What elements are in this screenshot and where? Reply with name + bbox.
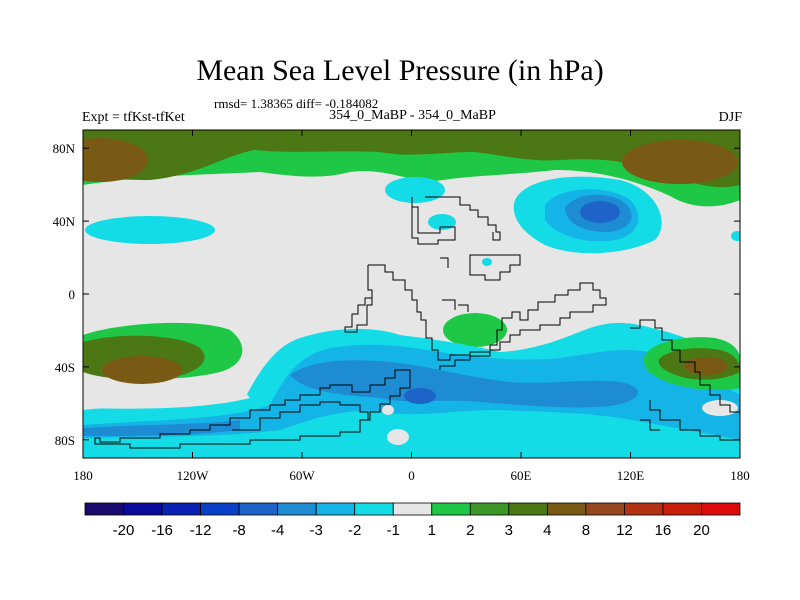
x-tick-label: 120W: [177, 468, 210, 483]
colorbar-label: -20: [113, 522, 135, 539]
np-e-cyan-patch: [529, 222, 541, 232]
colorbar-label: 20: [693, 522, 710, 539]
nh-brown-west: [83, 138, 148, 182]
ant-clear-1: [387, 429, 409, 445]
colorbar-swatch: [161, 502, 201, 516]
colorbar-swatch: [123, 502, 163, 516]
anz-clear-patch: [702, 400, 738, 416]
land-greenland: [440, 254, 521, 281]
colorbar-swatch: [200, 502, 240, 516]
colorbar-swatch: [431, 502, 471, 516]
ant-clear-2: [382, 405, 394, 415]
land-outlines: [94, 196, 740, 449]
land-australia: [630, 319, 740, 413]
so-deep-band: [290, 360, 639, 408]
colorbar-swatch: [701, 502, 741, 516]
anomaly-field: [83, 130, 740, 458]
x-tick-label: 180: [73, 468, 93, 483]
colorbar-swatch: [624, 502, 664, 516]
colorbar-label: -12: [190, 522, 212, 539]
si-high-green: [443, 313, 507, 347]
axes: 180 120W 60W 0 60E 120E 180 80N 40N 0 40S 80S: [53, 130, 750, 483]
colorbar-swatch: [84, 502, 124, 516]
land-antarctic: [640, 400, 740, 441]
sp-high-brown: [102, 356, 182, 384]
colorbar-label: 3: [505, 522, 513, 539]
y-tick-label: 40N: [53, 214, 76, 229]
colorbar-label: -16: [151, 522, 173, 539]
x-tick-label: 0: [408, 468, 415, 483]
colorbar-swatch: [585, 502, 625, 516]
land-north: [411, 196, 501, 245]
sp-clear-strip: [83, 392, 250, 409]
colorbar-label: -8: [232, 522, 245, 539]
colorbar-swatch: [277, 502, 317, 516]
subtitle: 354_0_MaBP - 354_0_MaBP: [329, 108, 496, 123]
colorbar-swatch: [469, 502, 510, 516]
colorbar-label: -1: [387, 522, 400, 539]
colorbar-swatch: [546, 502, 587, 516]
so-core: [404, 388, 436, 404]
figure-title: Mean Sea Level Pressure (in hPa): [196, 54, 604, 87]
experiment-label: Expt = tfKst-tfKet: [82, 110, 185, 125]
stats-line: rmsd= 1.38365 diff= -0.184082: [214, 96, 379, 111]
na-cyan-patch: [385, 177, 445, 203]
y-tick-label: 80S: [55, 433, 75, 448]
colorbar: -20 -16 -12 -8 -4 -3 -2 -1 1 2 3 4 8 12 16 20: [84, 502, 741, 539]
colorbar-label: -2: [348, 522, 361, 539]
land-sa-inner: [232, 401, 369, 431]
y-tick-label: 80N: [53, 141, 76, 156]
nh-brown-east: [622, 140, 738, 184]
colorbar-label: 1: [428, 522, 436, 539]
land-america: [344, 265, 373, 333]
colorbar-label: 16: [655, 522, 672, 539]
season-label: DJF: [718, 110, 742, 125]
colorbar-swatch: [354, 502, 394, 516]
colorbar-swatch: [662, 502, 702, 516]
colorbar-swatch: [315, 502, 356, 516]
land-islands: [442, 299, 469, 312]
land-africa-europe: [368, 264, 607, 370]
np-far-cyan-patch: [731, 231, 740, 241]
colorbar-swatch: [392, 502, 433, 516]
atl-cyan-patch: [428, 214, 456, 230]
colorbar-label: 4: [543, 522, 551, 539]
x-tick-label: 180: [730, 468, 750, 483]
land-sa: [94, 369, 411, 449]
colorbar-label: 8: [582, 522, 590, 539]
colorbar-label: -4: [271, 522, 284, 539]
colorbar-swatch: [508, 502, 548, 516]
colorbar-swatch: [238, 502, 279, 516]
nh-olive-band: [83, 130, 740, 188]
y-tick-label: 0: [69, 287, 76, 302]
colorbar-label: -3: [310, 522, 323, 539]
colorbar-label: 12: [616, 522, 633, 539]
np-low-core: [580, 201, 620, 223]
x-tick-label: 120E: [617, 468, 645, 483]
sio-cyan-dot: [482, 258, 492, 266]
so-west-strip: [83, 420, 240, 436]
anz-high-brown: [684, 357, 728, 375]
x-tick-label: 60E: [511, 468, 532, 483]
pac-cyan-patch: [85, 216, 215, 244]
y-tick-label: 40S: [55, 360, 75, 375]
colorbar-label: 2: [466, 522, 474, 539]
x-tick-label: 60W: [289, 468, 315, 483]
